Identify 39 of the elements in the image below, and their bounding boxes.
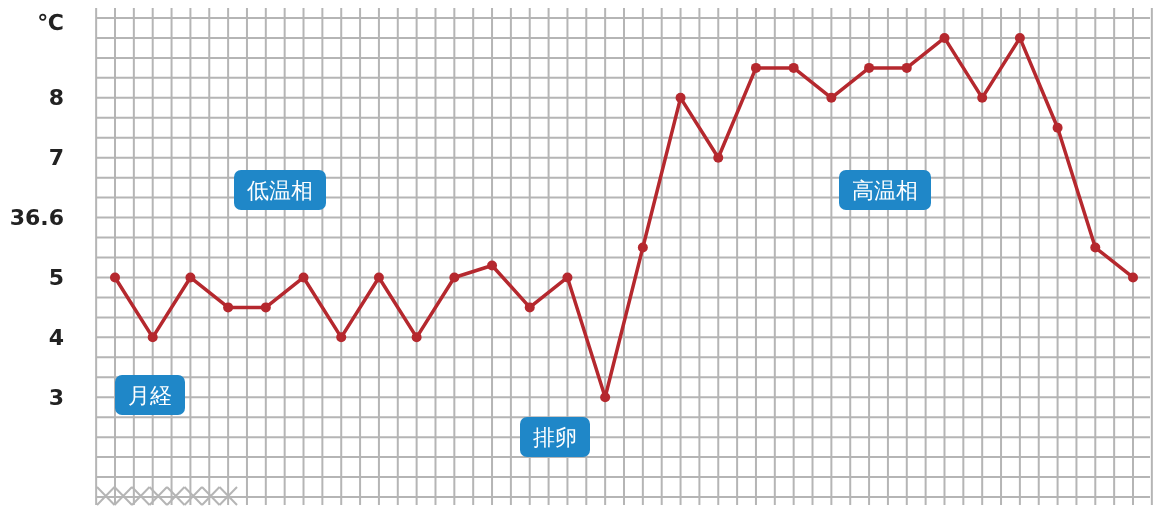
point xyxy=(223,302,234,313)
point xyxy=(411,332,422,343)
annotation: 排卵 xyxy=(533,424,577,450)
point xyxy=(449,272,460,283)
annotation: 高温相 xyxy=(852,177,918,203)
point xyxy=(713,152,724,163)
y-tick-label: 3 xyxy=(48,384,64,410)
point xyxy=(373,272,384,283)
point xyxy=(788,62,799,73)
point xyxy=(750,62,761,73)
point xyxy=(977,92,988,103)
point xyxy=(487,260,498,271)
y-tick-label: 8 xyxy=(48,85,64,111)
y-axis-title: ℃ xyxy=(37,10,64,35)
point xyxy=(901,62,912,73)
point xyxy=(562,272,573,283)
text: 36.6 xyxy=(9,205,64,231)
point xyxy=(336,332,347,343)
point xyxy=(524,302,535,313)
y-tick-label: 4 xyxy=(48,324,64,350)
annotation: 月経 xyxy=(128,382,172,408)
annotation: 低温相 xyxy=(247,177,313,203)
point xyxy=(185,272,196,283)
point xyxy=(147,332,158,343)
y-tick-label: 5 xyxy=(48,264,64,290)
point xyxy=(939,32,950,43)
point xyxy=(298,272,309,283)
point xyxy=(864,62,875,73)
point xyxy=(1090,242,1101,253)
point xyxy=(637,242,648,253)
point xyxy=(1014,32,1025,43)
point xyxy=(110,272,120,283)
point xyxy=(1052,122,1063,133)
point xyxy=(826,92,837,103)
point xyxy=(600,392,611,403)
point xyxy=(260,302,271,313)
y-tick-label: 7 xyxy=(48,145,64,171)
point xyxy=(1128,272,1138,283)
point xyxy=(675,92,686,103)
